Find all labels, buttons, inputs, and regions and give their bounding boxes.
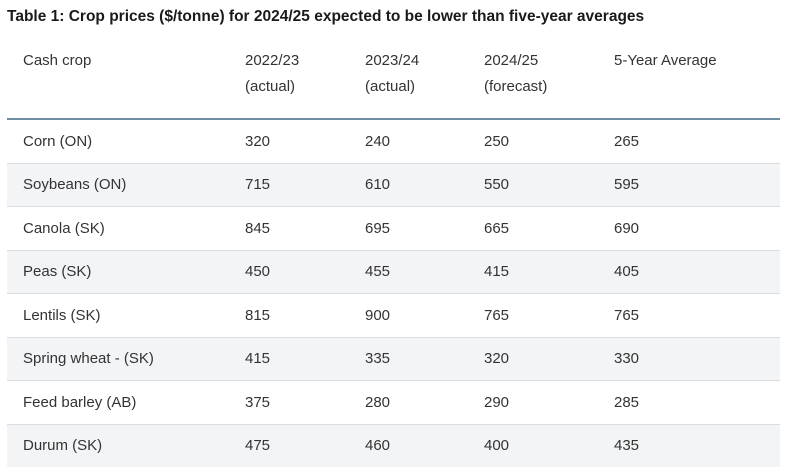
table-title: Table 1: Crop prices ($/tonne) for 2024/… (7, 8, 645, 25)
cell-2024-25: 320 (484, 337, 614, 381)
table-row: Peas (SK) 450 455 415 405 (7, 250, 780, 294)
cell-2024-25: 665 (484, 206, 614, 251)
cell-5-year-average: 690 (614, 206, 780, 251)
table-row: Durum (SK) 475 460 400 435 (7, 424, 780, 467)
cell-5-year-average: 405 (614, 250, 780, 294)
cell-crop: Spring wheat - (SK) (7, 337, 245, 381)
cell-5-year-average: 435 (614, 424, 780, 467)
header-sublabel: (forecast) (484, 78, 548, 95)
cell-5-year-average: 285 (614, 380, 780, 425)
table-header: Cash crop 2022/23 (actual) 2023/24 (actu… (7, 48, 780, 120)
header-sublabel: (actual) (245, 78, 296, 95)
header-label: 2023/24 (365, 52, 420, 69)
table-row: Corn (ON) 320 240 250 265 (7, 119, 780, 164)
cell-crop: Canola (SK) (7, 206, 245, 251)
cell-crop: Peas (SK) (7, 250, 245, 294)
header-label: 2024/25 (484, 52, 539, 69)
cell-2022-23: 415 (245, 337, 365, 381)
cell-2023-24: 280 (365, 380, 484, 425)
cell-2023-24: 900 (365, 293, 484, 338)
table-body: Corn (ON) 320 240 250 265 Soybeans (ON) … (7, 119, 780, 467)
cell-2022-23: 450 (245, 250, 365, 294)
crop-prices-table: Cash crop 2022/23 (actual) 2023/24 (actu… (7, 48, 780, 467)
cell-2024-25: 250 (484, 119, 614, 164)
cell-2023-24: 240 (365, 119, 484, 164)
header-label: 2022/23 (245, 52, 300, 69)
cell-2024-25: 550 (484, 163, 614, 207)
cell-2022-23: 845 (245, 206, 365, 251)
cell-2023-24: 455 (365, 250, 484, 294)
cell-2022-23: 320 (245, 119, 365, 164)
header-sublabel: (actual) (365, 78, 416, 95)
cell-crop: Corn (ON) (7, 119, 245, 164)
cell-crop: Durum (SK) (7, 424, 245, 467)
table-row: Feed barley (AB) 375 280 290 285 (7, 380, 780, 425)
header-2022-23: 2022/23 (actual) (245, 48, 365, 120)
cell-2023-24: 695 (365, 206, 484, 251)
cell-5-year-average: 330 (614, 337, 780, 381)
table-row: Canola (SK) 845 695 665 690 (7, 206, 780, 251)
cell-crop: Soybeans (ON) (7, 163, 245, 207)
cell-2024-25: 415 (484, 250, 614, 294)
cell-5-year-average: 265 (614, 119, 780, 164)
header-label: Cash crop (23, 52, 92, 69)
cell-2024-25: 765 (484, 293, 614, 338)
cell-crop: Feed barley (AB) (7, 380, 245, 425)
cell-5-year-average: 765 (614, 293, 780, 338)
cell-2023-24: 460 (365, 424, 484, 467)
cell-2022-23: 815 (245, 293, 365, 338)
header-row: Cash crop 2022/23 (actual) 2023/24 (actu… (7, 48, 780, 120)
cell-5-year-average: 595 (614, 163, 780, 207)
cell-2023-24: 610 (365, 163, 484, 207)
cell-2024-25: 400 (484, 424, 614, 467)
table-row: Spring wheat - (SK) 415 335 320 330 (7, 337, 780, 381)
cell-2022-23: 375 (245, 380, 365, 425)
table-row: Soybeans (ON) 715 610 550 595 (7, 163, 780, 207)
header-2024-25: 2024/25 (forecast) (484, 48, 614, 120)
cell-2024-25: 290 (484, 380, 614, 425)
table-row: Lentils (SK) 815 900 765 765 (7, 293, 780, 338)
cell-2022-23: 475 (245, 424, 365, 467)
cell-2022-23: 715 (245, 163, 365, 207)
header-5-year-average: 5-Year Average (614, 48, 780, 120)
header-cash-crop: Cash crop (7, 48, 245, 120)
header-label: 5-Year Average (614, 52, 717, 69)
cell-2023-24: 335 (365, 337, 484, 381)
cell-crop: Lentils (SK) (7, 293, 245, 338)
header-2023-24: 2023/24 (actual) (365, 48, 484, 120)
